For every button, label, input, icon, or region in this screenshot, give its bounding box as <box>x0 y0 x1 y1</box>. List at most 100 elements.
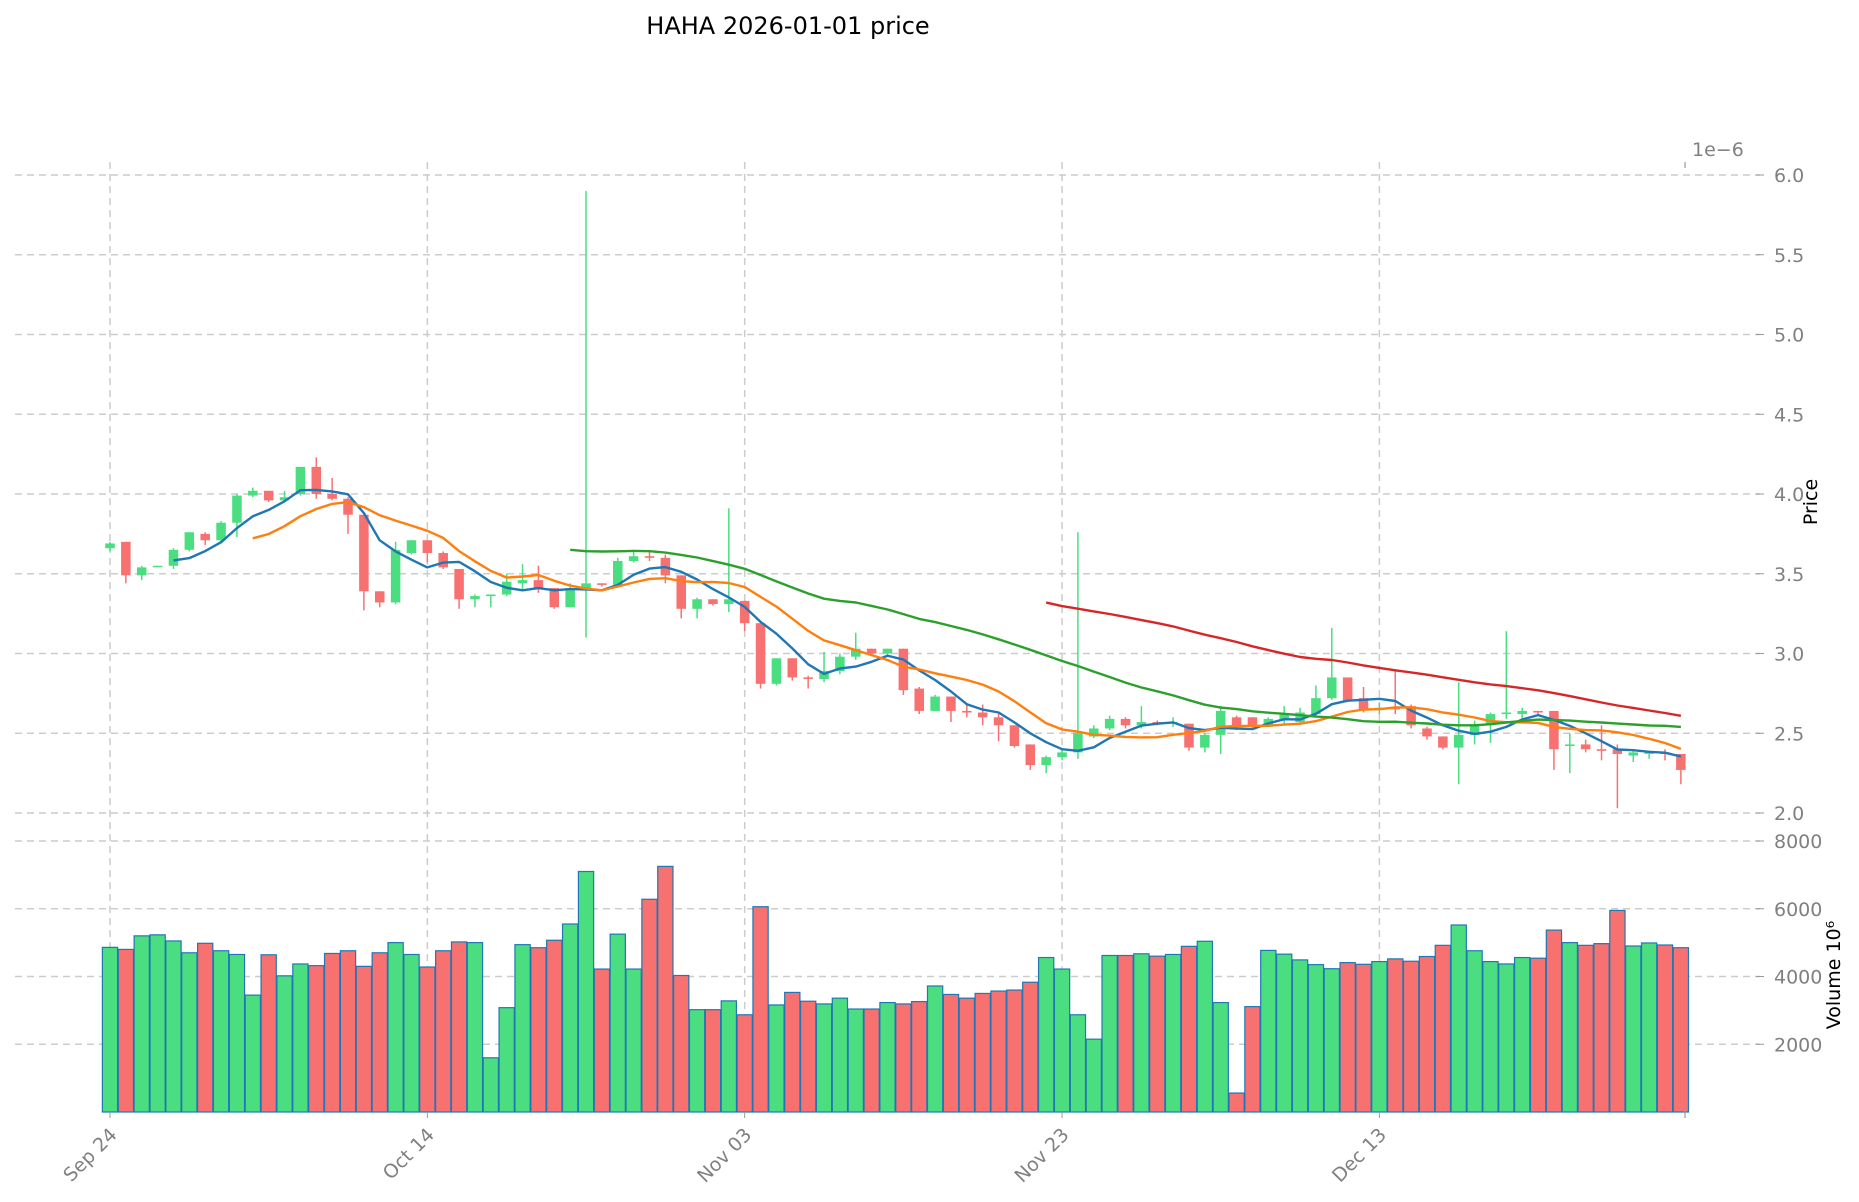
candle-body <box>1009 725 1020 747</box>
volume-bar <box>1466 950 1483 1113</box>
candle-body <box>1501 712 1512 715</box>
candle-body <box>1342 677 1353 702</box>
price-tick-label: 5.0 <box>1774 325 1804 347</box>
candle-body <box>962 710 972 713</box>
candle-body <box>1628 752 1639 756</box>
volume-bar <box>641 898 658 1113</box>
candle-body <box>121 541 131 576</box>
candle-body <box>676 575 686 609</box>
candle-body <box>1120 718 1131 726</box>
volume-bar <box>530 947 547 1113</box>
volume-bar <box>1640 942 1658 1113</box>
volume-bar <box>323 952 341 1113</box>
volume-bar <box>847 1008 864 1113</box>
candle-body <box>1533 710 1543 713</box>
candle-body <box>406 540 417 554</box>
x-tick-label: Dec 13 <box>1328 1124 1391 1187</box>
volume-bar <box>1101 954 1118 1113</box>
volume-bar <box>895 1003 912 1113</box>
volume-bar <box>1149 955 1166 1113</box>
candle-body <box>470 596 480 600</box>
candle-body <box>438 553 448 568</box>
candle-body <box>216 522 226 541</box>
volume-bar <box>1164 953 1182 1113</box>
price-tick-label: 4.0 <box>1774 484 1804 506</box>
volume-bar <box>926 985 944 1113</box>
x-tick-label: Oct 14 <box>379 1124 439 1184</box>
candle-body <box>1327 677 1337 699</box>
candle-body <box>946 696 956 711</box>
candle-body <box>724 599 734 605</box>
candle-body <box>597 583 607 585</box>
candle-body <box>136 567 147 576</box>
candle-body <box>1025 744 1036 766</box>
candle-body <box>644 556 655 558</box>
moving-average-lines <box>173 488 1682 758</box>
volume-bar <box>1117 954 1134 1113</box>
volume-bar <box>1022 981 1039 1113</box>
candle-body <box>628 556 639 561</box>
volume-bar <box>1069 1014 1087 1113</box>
candle-body <box>835 656 845 672</box>
price-tick-label: 5.5 <box>1774 245 1804 267</box>
candle-body <box>232 495 242 523</box>
candle-body <box>1644 752 1654 754</box>
candle-body <box>1295 712 1305 723</box>
volume-bar <box>434 950 452 1113</box>
candle-body <box>1438 736 1448 748</box>
x-tick-label: Nov 23 <box>1010 1124 1073 1187</box>
candle-body <box>1469 725 1480 735</box>
candle-body <box>279 497 290 501</box>
candle-body <box>1104 718 1115 729</box>
volume-bar <box>799 1000 817 1113</box>
volume-bar <box>1545 929 1563 1113</box>
candle-body <box>311 466 322 494</box>
candle-body <box>168 549 179 566</box>
candle-body <box>930 696 940 711</box>
volume-bar <box>1228 1092 1245 1113</box>
volume-bar <box>260 954 277 1113</box>
price-tick-label: 3.0 <box>1774 644 1804 666</box>
candle-body <box>1073 733 1083 753</box>
volume-bar <box>1291 959 1309 1113</box>
volume-bar <box>308 965 325 1113</box>
volume-bar <box>1672 947 1690 1113</box>
price-tick-label: 3.5 <box>1774 564 1804 586</box>
volume-bar <box>673 974 690 1113</box>
volume-bar <box>196 942 214 1113</box>
candle-body <box>1215 710 1226 735</box>
volume-bar <box>1656 944 1674 1113</box>
volume-bar <box>768 1004 785 1113</box>
candle-body <box>565 588 575 608</box>
price-scale-multiplier: 1e−6 <box>1692 139 1744 161</box>
volume-bar <box>498 1007 515 1113</box>
volume-bar <box>815 1003 833 1113</box>
candle-body <box>1089 728 1099 737</box>
candle-body <box>581 583 591 589</box>
volume-bar <box>466 942 484 1113</box>
chart-title: HAHA 2026-01-01 price <box>646 12 929 40</box>
candle-body <box>517 580 528 584</box>
volume-bar <box>1212 1001 1229 1113</box>
candle-body <box>1676 753 1686 770</box>
candle-body <box>803 677 813 680</box>
volume-tick-label: 2000 <box>1774 1034 1822 1056</box>
volume-bars <box>101 865 1690 1113</box>
candle-body <box>882 648 893 654</box>
candle-body <box>1580 744 1591 750</box>
candle-body <box>200 533 210 541</box>
volume-bar <box>1037 956 1055 1113</box>
candle-body <box>184 532 195 550</box>
volume-bar <box>1244 1006 1261 1113</box>
candle-body <box>295 466 306 494</box>
volume-bar <box>546 939 563 1113</box>
volume-tick-label: 8000 <box>1774 831 1822 853</box>
candle-body <box>1136 722 1147 726</box>
candle-body <box>787 658 798 678</box>
volume-bar <box>1625 945 1642 1113</box>
volume-bar <box>165 940 182 1113</box>
volume-bar <box>450 941 468 1113</box>
volume-bar <box>1418 955 1436 1113</box>
volume-tick-label: 6000 <box>1774 899 1822 921</box>
candle-body <box>1612 749 1623 754</box>
